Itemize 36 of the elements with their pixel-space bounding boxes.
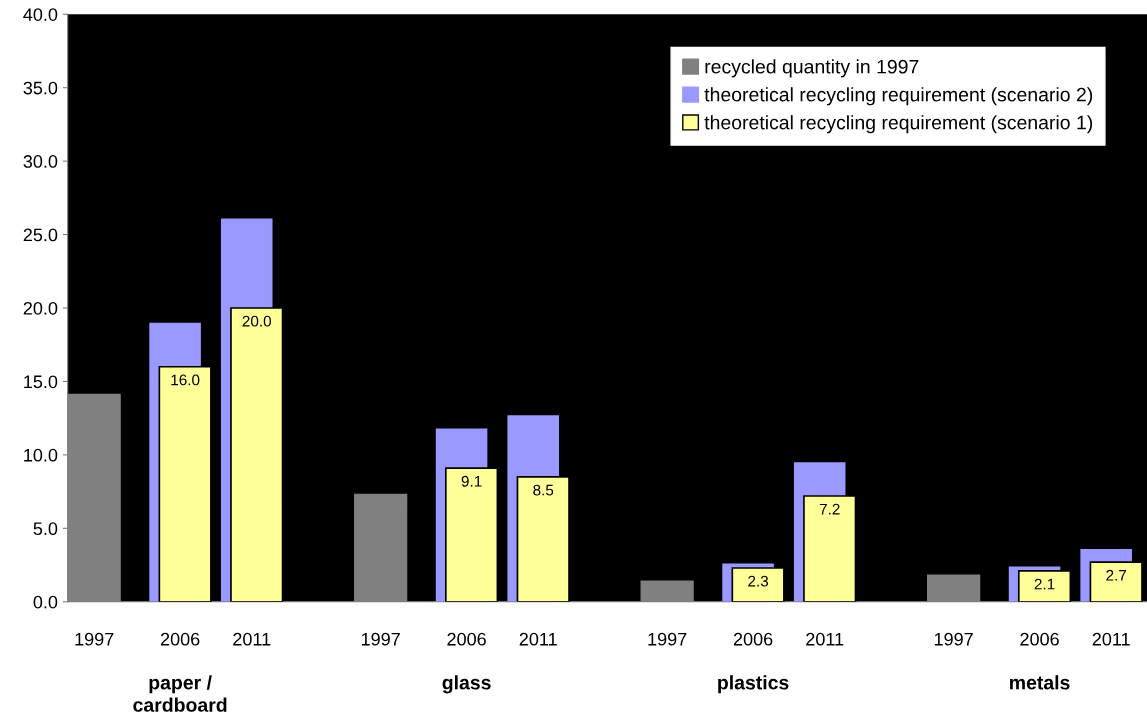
- y-tick-label: 5.0: [33, 522, 58, 536]
- data-label: 20.0: [242, 315, 272, 327]
- y-tick-label: 10.0: [24, 448, 58, 462]
- data-label: 2.1: [1034, 578, 1055, 590]
- y-tick-label: 0.0: [33, 595, 58, 609]
- data-label: 7.2: [819, 503, 840, 515]
- data-label: 2.7: [1106, 569, 1127, 581]
- x-tick-label: 1997: [361, 632, 400, 646]
- x-tick-label: 2011: [233, 632, 271, 646]
- x-tick-label: 1997: [934, 632, 973, 646]
- y-tick-label: 15.0: [24, 375, 58, 389]
- legend-label: theoretical recycling requirement (scenario 2): [704, 87, 1093, 106]
- y-tick-label: 35.0: [23, 81, 58, 95]
- x-tick-label: 2006: [733, 632, 773, 646]
- x-tick-label: 1997: [75, 632, 114, 646]
- text: plastics: [718, 675, 789, 694]
- x-tick-label: 1997: [648, 632, 687, 646]
- x-tick-label: 2006: [1020, 632, 1059, 646]
- y-tick-label: 30.0: [23, 155, 58, 168]
- text: metals: [1010, 675, 1070, 690]
- y-tick-label: 20.0: [23, 301, 58, 315]
- data-label: 9.1: [461, 475, 482, 487]
- y-tick-label: 25.0: [23, 228, 58, 242]
- y-tick-label: 40.0: [23, 8, 58, 21]
- x-tick-label: 2011: [1092, 632, 1130, 646]
- text: paper / cardboard: [133, 675, 227, 712]
- text: glass: [442, 675, 491, 694]
- x-tick-label: 2011: [806, 632, 844, 646]
- data-label: 2.3: [748, 575, 769, 587]
- data-label: 8.5: [533, 484, 554, 496]
- x-tick-label: 2006: [447, 632, 486, 646]
- x-tick-label: 2011: [519, 632, 557, 646]
- legend-label: theoretical recycling requirement (scenario 1): [704, 115, 1093, 134]
- legend-label: recycled quantity in 1997: [705, 59, 919, 78]
- data-label: 16.0: [171, 374, 200, 386]
- x-tick-label: 2006: [160, 632, 200, 646]
